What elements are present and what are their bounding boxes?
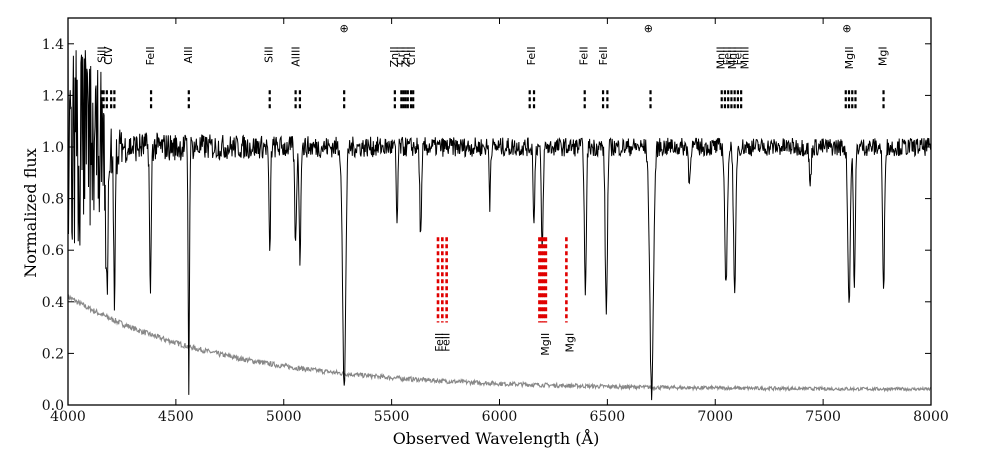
- line-label: FeII: [721, 46, 734, 65]
- line-label: MnII: [726, 46, 739, 69]
- line-label: FeII: [597, 46, 610, 65]
- x-tick-label: 4000: [50, 409, 86, 425]
- x-tick-label: 4500: [158, 409, 194, 425]
- error-spectrum-line: [68, 294, 931, 393]
- line-label: FeII: [440, 333, 453, 352]
- y-tick-label: 1.4: [42, 37, 64, 53]
- line-label: AlIII: [290, 46, 303, 66]
- earth-symbol-label: ⊕: [842, 22, 851, 35]
- y-tick-label: 0.0: [42, 398, 64, 414]
- y-tick-label: 0.4: [42, 295, 64, 311]
- line-label: CIV: [102, 46, 115, 65]
- line-label: ZnII: [388, 46, 401, 67]
- line-label: FeII: [433, 333, 446, 352]
- line-label: ZnII: [400, 46, 413, 67]
- line-label: MgI: [564, 333, 577, 353]
- plot-area: [67, 17, 932, 406]
- earth-symbol-label: ⊕: [644, 22, 653, 35]
- line-label: FeII: [525, 46, 538, 65]
- line-label: MnII: [715, 46, 728, 69]
- axis-ticks: 4000 4500 5000 5500 6000 6500 7000 7500 8000 0.0 0…: [42, 18, 949, 425]
- line-label: MgI: [877, 46, 890, 66]
- x-tick-label: 6000: [482, 409, 518, 425]
- earth-symbol-label: ⊕: [340, 22, 349, 35]
- line-label: SiII: [263, 46, 276, 63]
- line-label: CrII: [405, 46, 418, 65]
- line-label: MgII: [539, 333, 552, 356]
- x-axis-title: Observed Wavelength (Å): [393, 428, 600, 448]
- plot-frame: [67, 17, 932, 406]
- line-label: FeII: [732, 46, 745, 65]
- line-label: MnII: [739, 46, 752, 69]
- y-tick-label: 0.2: [42, 346, 64, 362]
- line-label: MgII: [843, 46, 856, 69]
- line-label: FeII: [144, 46, 157, 65]
- y-tick-label: 0.8: [42, 192, 64, 208]
- line-label: CrII: [394, 46, 407, 65]
- x-tick-label: 5000: [266, 409, 302, 425]
- x-tick-label: 7000: [697, 409, 733, 425]
- y-tick-label: 0.6: [42, 243, 64, 259]
- y-tick-label: 1.2: [42, 88, 64, 104]
- line-label: SiII: [96, 46, 109, 63]
- x-tick-label: 7500: [805, 409, 841, 425]
- x-tick-label: 8000: [913, 409, 949, 425]
- line-label: AlII: [182, 46, 195, 63]
- y-tick-label: 1.0: [42, 140, 64, 156]
- x-tick-label: 6500: [590, 409, 626, 425]
- y-axis-title: Normalized flux: [21, 148, 40, 277]
- flux-spectrum-line: [68, 21, 931, 401]
- x-tick-label: 5500: [374, 409, 410, 425]
- line-label: FeII: [578, 46, 591, 65]
